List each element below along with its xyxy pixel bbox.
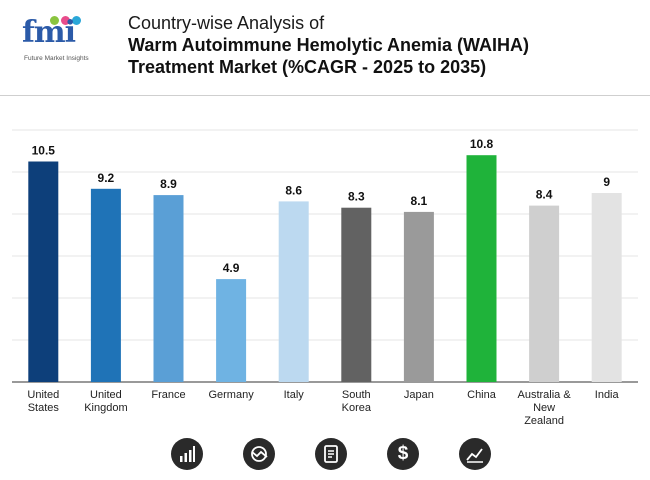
bar: [591, 193, 622, 382]
logo-dot: [72, 16, 81, 25]
report-document-icon[interactable]: [315, 438, 347, 470]
data-label: 9.2: [98, 171, 115, 185]
footer-icons: $: [0, 433, 650, 473]
x-tick-label: Italy: [284, 389, 305, 401]
x-tick-label: France: [151, 389, 185, 401]
data-label: 10.5: [32, 144, 56, 158]
data-label: 8.4: [536, 188, 553, 202]
trend-line-icon[interactable]: [459, 438, 491, 470]
x-tick-label: United: [90, 389, 122, 401]
logo-dot: [61, 16, 70, 25]
chart-title: Country-wise Analysis of Warm Autoimmune…: [128, 12, 628, 78]
bar: [216, 279, 247, 382]
data-label: 8.6: [285, 183, 302, 197]
x-tick-label: Germany: [208, 389, 254, 401]
data-label: 8.1: [411, 194, 428, 208]
data-label: 4.9: [223, 261, 240, 275]
pie-chart-icon[interactable]: [243, 438, 275, 470]
logo-tagline: Future Market Insights: [24, 55, 89, 62]
logo-dot: [50, 16, 59, 25]
title-line-3: Treatment Market (%CAGR - 2025 to 2035): [128, 57, 487, 77]
x-tick-label: Australia &: [517, 389, 571, 401]
logo-mark: fmi: [22, 15, 76, 50]
header: fmi Future Market Insights Country-wise …: [0, 0, 650, 92]
title-line-1: Country-wise Analysis of: [128, 13, 325, 33]
logo-dots: [50, 12, 83, 30]
bar: [90, 188, 121, 382]
x-tick-label: South: [342, 389, 371, 401]
x-tick-label: Japan: [404, 389, 434, 401]
bar: [28, 161, 59, 382]
bar: [529, 205, 560, 382]
dollar-icon[interactable]: $: [387, 438, 419, 470]
bar: [278, 201, 309, 382]
x-tick-label: China: [467, 389, 497, 401]
bar: [466, 155, 497, 382]
dollar-glyph: $: [397, 443, 409, 464]
data-label: 8.9: [160, 177, 177, 191]
x-tick-label: United: [27, 389, 59, 401]
data-label: 9: [603, 175, 610, 189]
x-tick-label: States: [28, 402, 60, 414]
data-label: 10.8: [470, 137, 494, 151]
bar: [341, 207, 372, 382]
x-tick-label: India: [595, 389, 620, 401]
x-tick-label: Kingdom: [84, 402, 127, 414]
x-tick-label: New: [533, 402, 555, 414]
bar-chart-icon[interactable]: [171, 438, 203, 470]
title-line-2: Warm Autoimmune Hemolytic Anemia (WAIHA): [128, 35, 530, 55]
data-label: 8.3: [348, 190, 365, 204]
x-tick-label: Korea: [342, 402, 372, 414]
fmi-logo: fmi Future Market Insights: [22, 12, 112, 72]
bar: [403, 211, 434, 382]
header-divider: [0, 95, 650, 96]
bar-chart: 10.5UnitedStates9.2UnitedKingdom8.9Franc…: [12, 129, 638, 427]
bar: [153, 195, 184, 382]
x-tick-label: Zealand: [524, 415, 564, 427]
